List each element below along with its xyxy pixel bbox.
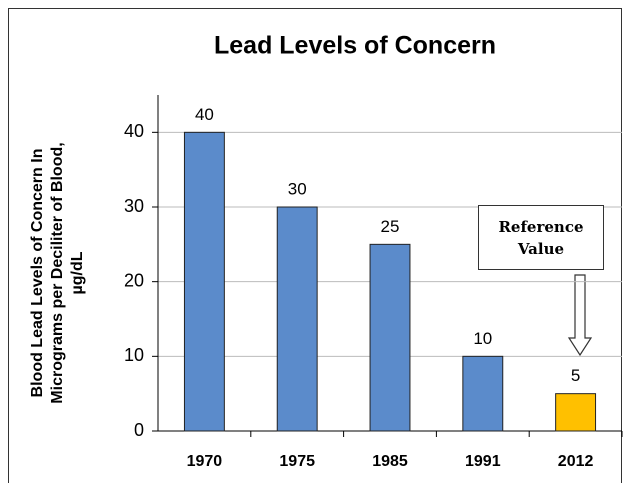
y-tick-label: 40 xyxy=(124,121,144,141)
bar xyxy=(183,131,225,432)
data-label: 40 xyxy=(195,105,214,124)
bar xyxy=(369,243,411,432)
y-axis-label-line: µg/dL xyxy=(69,251,86,294)
annotation: Reference Value xyxy=(478,205,604,270)
data-label: 5 xyxy=(571,366,580,385)
y-axis-label-line: Micrograms per Deciliter of Blood, xyxy=(49,142,66,403)
y-axis-label: Blood Lead Levels of Concern In Microgram… xyxy=(29,142,86,403)
y-tick-label: 30 xyxy=(124,196,144,216)
x-tick-label: 1991 xyxy=(465,453,501,470)
x-tick-label: 1985 xyxy=(372,453,408,470)
data-label: 25 xyxy=(381,217,400,236)
data-label: 10 xyxy=(473,329,492,348)
y-tick-label: 20 xyxy=(124,270,144,290)
bar xyxy=(462,355,504,432)
x-tick-label: 2012 xyxy=(558,453,594,470)
y-tick-label: 0 xyxy=(134,420,144,440)
x-tick-label: 1970 xyxy=(187,453,223,470)
bar xyxy=(276,206,318,432)
chart-title: Lead Levels of Concern xyxy=(214,32,496,60)
y-tick-label: 10 xyxy=(124,345,144,365)
data-label: 30 xyxy=(288,179,307,198)
arrow xyxy=(567,274,593,357)
y-axis-label-line: Blood Lead Levels of Concern In xyxy=(29,149,46,398)
chart-border xyxy=(8,8,622,483)
bar xyxy=(555,393,597,432)
x-tick-label: 1975 xyxy=(279,453,315,470)
